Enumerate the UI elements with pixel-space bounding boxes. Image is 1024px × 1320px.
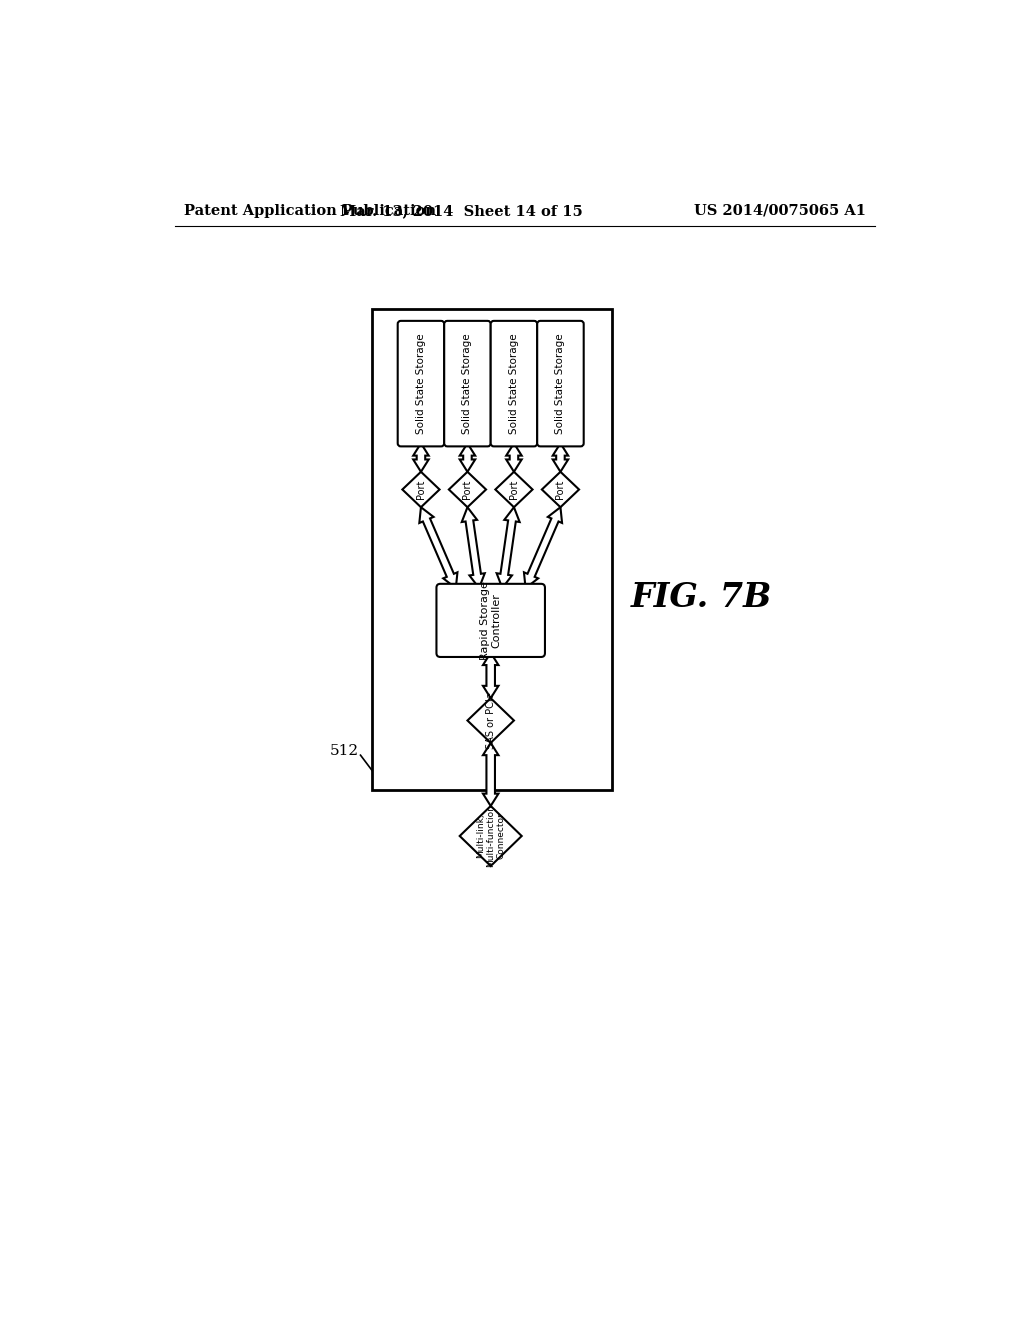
Polygon shape — [449, 471, 486, 507]
Polygon shape — [483, 743, 499, 807]
Text: Solid State Storage: Solid State Storage — [509, 334, 519, 434]
FancyBboxPatch shape — [444, 321, 490, 446]
FancyBboxPatch shape — [397, 321, 444, 446]
Text: Solid State Storage: Solid State Storage — [416, 334, 426, 434]
Polygon shape — [460, 807, 521, 866]
Polygon shape — [553, 444, 568, 471]
FancyBboxPatch shape — [436, 583, 545, 657]
Polygon shape — [419, 507, 458, 589]
Polygon shape — [414, 444, 429, 471]
FancyBboxPatch shape — [490, 321, 538, 446]
Text: Mar. 13, 2014  Sheet 14 of 15: Mar. 13, 2014 Sheet 14 of 15 — [340, 203, 583, 218]
Text: Port: Port — [509, 479, 519, 499]
Polygon shape — [497, 507, 519, 589]
Polygon shape — [524, 507, 562, 589]
FancyBboxPatch shape — [538, 321, 584, 446]
Polygon shape — [462, 507, 484, 589]
Polygon shape — [402, 471, 439, 507]
Text: Multi-link,
Multi-function
Connector: Multi-link, Multi-function Connector — [476, 805, 506, 867]
Text: US 2014/0075065 A1: US 2014/0075065 A1 — [694, 203, 866, 218]
Polygon shape — [542, 471, 579, 507]
Text: Rapid Storage
Controller: Rapid Storage Controller — [480, 581, 502, 660]
Polygon shape — [483, 653, 499, 698]
Text: FIG. 7B: FIG. 7B — [631, 581, 772, 614]
FancyBboxPatch shape — [372, 309, 612, 789]
Polygon shape — [496, 471, 532, 507]
Text: 512: 512 — [330, 744, 359, 758]
Text: Port: Port — [416, 479, 426, 499]
Text: Patent Application Publication: Patent Application Publication — [183, 203, 436, 218]
Polygon shape — [506, 444, 521, 471]
Text: Port: Port — [555, 479, 565, 499]
Text: Solid State Storage: Solid State Storage — [463, 334, 472, 434]
Text: Port: Port — [463, 479, 472, 499]
Text: SAS or PCIe: SAS or PCIe — [485, 692, 496, 748]
Polygon shape — [467, 698, 514, 743]
Text: Solid State Storage: Solid State Storage — [555, 334, 565, 434]
Polygon shape — [460, 444, 475, 471]
